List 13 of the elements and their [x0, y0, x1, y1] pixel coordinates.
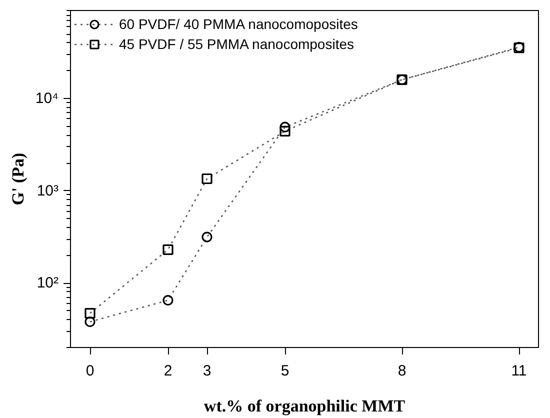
x-tick-label: 11 [511, 362, 527, 380]
x-tick-label: 5 [280, 362, 290, 380]
x-axis-title: wt.% of organophilic MMT [204, 396, 406, 416]
y-tick-label: 10² [36, 274, 59, 292]
x-tick-label: 3 [202, 362, 212, 380]
y-tick-label: 10³ [36, 182, 59, 200]
x-tick-label: 8 [398, 362, 406, 380]
legend-label: 60 PVDF/ 40 PMMA nanocomoposites [119, 16, 358, 32]
y-axis-title: G' (Pa) [8, 152, 28, 206]
legend-label: 45 PVDF / 55 PMMA nanocomposites [119, 36, 354, 52]
x-tick-label: 0 [86, 362, 94, 380]
x-tick-label: 2 [164, 362, 172, 380]
y-tick-label: 10⁴ [35, 90, 59, 108]
